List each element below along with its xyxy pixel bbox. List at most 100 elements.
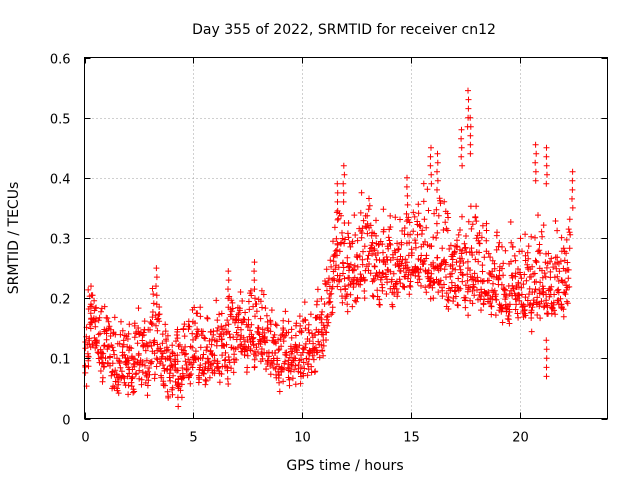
- data-point: [407, 220, 413, 226]
- data-point: [311, 357, 317, 363]
- data-point: [512, 258, 518, 264]
- data-point: [548, 255, 554, 261]
- data-point: [532, 235, 538, 241]
- data-point: [488, 312, 494, 318]
- data-point: [319, 309, 325, 315]
- data-point: [467, 142, 473, 148]
- data-point: [226, 277, 232, 283]
- data-point: [407, 284, 413, 290]
- data-point: [252, 295, 258, 301]
- data-point: [245, 353, 251, 359]
- data-point: [566, 226, 572, 232]
- data-point: [205, 316, 211, 322]
- data-point: [162, 321, 168, 327]
- data-point: [518, 235, 524, 241]
- data-point: [536, 247, 542, 253]
- data-point: [353, 299, 359, 305]
- data-point: [459, 214, 465, 220]
- data-point: [566, 267, 572, 273]
- data-point: [543, 274, 549, 280]
- data-point: [553, 218, 559, 224]
- data-point: [189, 345, 195, 351]
- data-point: [483, 238, 489, 244]
- y-tick-label: 0.4: [50, 173, 71, 188]
- data-point: [187, 381, 193, 387]
- data-point: [532, 160, 538, 166]
- data-point: [341, 190, 347, 196]
- data-point: [225, 381, 231, 387]
- data-point: [462, 305, 468, 311]
- data-point: [405, 202, 411, 208]
- data-point: [145, 392, 151, 398]
- data-point: [175, 404, 181, 410]
- data-point: [341, 163, 347, 169]
- data-point: [500, 260, 506, 266]
- data-point: [419, 231, 425, 237]
- data-point: [344, 255, 350, 261]
- x-tick-label: 15: [403, 431, 420, 446]
- data-point: [154, 328, 160, 334]
- data-point: [543, 337, 549, 343]
- data-point: [547, 269, 553, 275]
- data-point: [459, 163, 465, 169]
- data-point: [433, 235, 439, 241]
- data-point: [544, 373, 550, 379]
- data-point: [366, 196, 372, 202]
- data-point: [355, 238, 361, 244]
- data-point: [361, 288, 367, 294]
- data-point: [216, 311, 222, 317]
- data-point: [188, 344, 194, 350]
- data-point: [387, 213, 393, 219]
- data-point: [439, 245, 445, 251]
- data-point: [529, 329, 535, 335]
- data-point: [252, 357, 258, 363]
- data-point: [415, 273, 421, 279]
- data-point: [302, 299, 308, 305]
- data-point: [323, 337, 329, 343]
- data-point: [213, 297, 219, 303]
- data-point: [150, 309, 156, 315]
- data-point: [306, 330, 312, 336]
- data-point: [513, 301, 519, 307]
- data-point: [465, 312, 471, 318]
- y-axis-label: SRMTID / TECUs: [6, 182, 22, 295]
- data-point: [488, 303, 494, 309]
- data-point: [570, 205, 576, 211]
- data-point: [104, 337, 110, 343]
- y-tick-label: 0.2: [50, 293, 71, 308]
- data-point: [197, 304, 203, 310]
- data-point: [395, 247, 401, 253]
- data-point: [371, 263, 377, 269]
- data-point: [480, 269, 486, 275]
- data-point: [258, 316, 264, 322]
- data-point: [416, 210, 422, 216]
- data-point: [275, 347, 281, 353]
- data-point: [493, 297, 499, 303]
- data-point: [140, 369, 146, 375]
- data-point: [502, 248, 508, 254]
- data-point: [286, 318, 292, 324]
- data-point: [456, 232, 462, 238]
- y-tick-label: 0.1: [50, 353, 71, 368]
- data-point: [380, 250, 386, 256]
- data-point: [561, 314, 567, 320]
- data-point: [537, 279, 543, 285]
- data-point: [428, 145, 434, 151]
- data-point: [341, 241, 347, 247]
- data-point: [269, 307, 275, 313]
- y-tick-label: 0: [62, 414, 70, 429]
- data-point: [434, 169, 440, 175]
- data-point: [193, 348, 199, 354]
- data-point: [430, 234, 436, 240]
- data-point: [239, 298, 245, 304]
- data-point: [362, 243, 368, 249]
- data-point: [251, 268, 257, 274]
- data-point: [259, 305, 265, 311]
- data-point: [458, 136, 464, 142]
- data-point: [494, 229, 500, 235]
- data-point: [169, 342, 175, 348]
- data-point: [251, 277, 257, 283]
- data-point: [339, 300, 345, 306]
- x-tick-label: 5: [189, 431, 197, 446]
- data-point: [132, 334, 138, 340]
